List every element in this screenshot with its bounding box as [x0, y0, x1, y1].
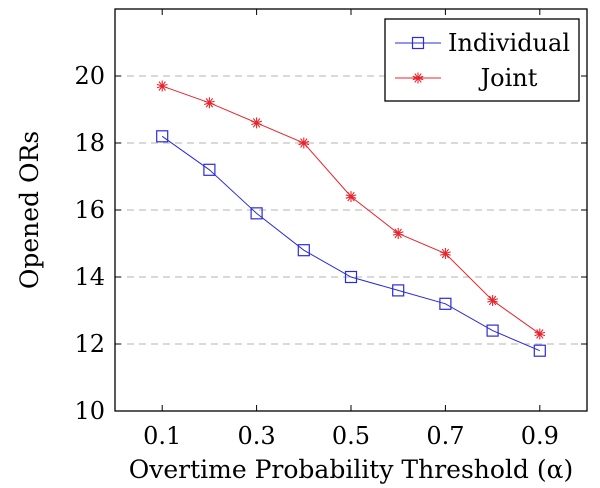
- legend-marker-joint: [412, 72, 424, 84]
- x-tick-label-0-7: 0.7: [426, 422, 464, 450]
- point-individual-2: [203, 163, 216, 176]
- point-individual-9: [533, 344, 546, 357]
- point-joint-6: [392, 227, 404, 239]
- x-axis-label: Overtime Probability Threshold (α): [129, 455, 574, 484]
- point-joint-7: [439, 248, 451, 260]
- point-individual-7: [439, 297, 452, 310]
- series-joint: [156, 80, 546, 340]
- x-tick-label-0-1: 0.1: [143, 422, 181, 450]
- y-tick-label-18: 18: [74, 129, 105, 157]
- series-line-joint: [162, 85, 541, 335]
- y-axis-label: Opened ORs: [15, 131, 44, 289]
- point-individual-8: [486, 324, 499, 337]
- point-individual-1: [156, 130, 169, 143]
- legend-marker-individual: [411, 36, 425, 50]
- y-tick-label-14: 14: [74, 263, 105, 291]
- legend: Individual Joint: [384, 18, 580, 102]
- grid-lines: [115, 75, 587, 345]
- legend-label-individual: Individual: [448, 29, 570, 57]
- point-individual-3: [250, 207, 263, 220]
- legend-entry-joint: Joint: [395, 64, 538, 92]
- point-individual-4: [297, 244, 310, 257]
- point-joint-9: [534, 328, 546, 340]
- point-individual-5: [344, 270, 358, 284]
- series-individual: [156, 130, 546, 357]
- series-group: [156, 80, 546, 357]
- legend-label-joint: Joint: [478, 64, 538, 92]
- point-joint-4: [298, 137, 310, 149]
- series-line-individual: [161, 135, 540, 352]
- point-joint-5: [345, 191, 357, 203]
- legend-box: [384, 18, 580, 102]
- y-tick-label-12: 12: [74, 330, 105, 358]
- y-tick-label-16: 16: [74, 196, 105, 224]
- x-tick-label-0-5: 0.5: [332, 422, 370, 450]
- y-tick-label-20: 20: [74, 62, 105, 90]
- point-joint-8: [487, 294, 499, 306]
- x-tick-label-0-3: 0.3: [238, 422, 276, 450]
- point-individual-6: [392, 284, 405, 297]
- point-joint-2: [203, 97, 215, 109]
- point-joint-3: [251, 117, 263, 129]
- y-tick-label-10: 10: [74, 397, 105, 425]
- axis-ticks: 10 12 14 16 18 20 0.1 0.3 0.5 0.7 0.9: [74, 9, 587, 450]
- legend-entry-individual: Individual: [395, 29, 570, 57]
- point-joint-1: [156, 80, 168, 92]
- x-tick-label-0-9: 0.9: [521, 422, 559, 450]
